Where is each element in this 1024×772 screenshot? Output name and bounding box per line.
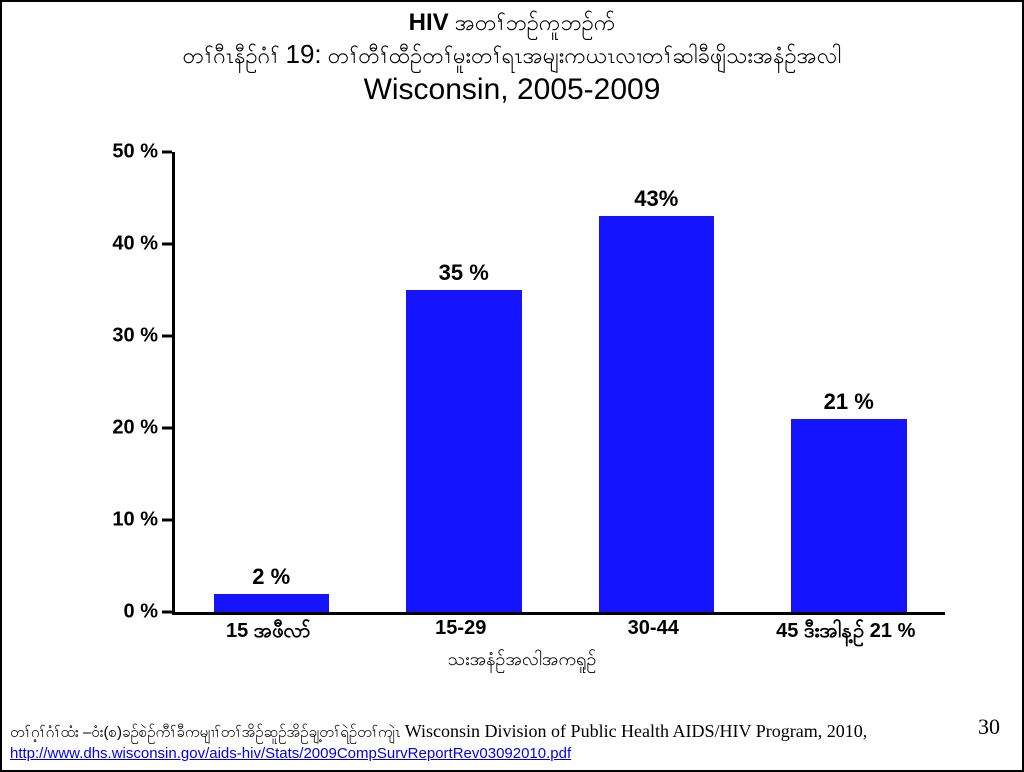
footer-source: Wisconsin Division of Public Health AIDS… xyxy=(405,721,867,741)
x-category-label: 30-44 xyxy=(557,617,750,640)
y-tick-label: 10 % xyxy=(82,509,172,532)
chart-area: 0 % 10 % 20 % 30 % 40 % 50 % 2 % 35 % 43% 21 % 1… xyxy=(82,142,962,652)
title-line-3: Wisconsin, 2005-2009 xyxy=(2,71,1022,109)
title-line2-prefix: တၢ်ဂီၤနီဉ်ဂံၢ် xyxy=(183,43,286,68)
title-line2-rest: တၢ်တီၢ်ထီဉ်တၢ်မူးတၢ်ရၤအမျးကယၤလၢတၢ်ဆါခီဖျ… xyxy=(322,43,842,68)
bar-value-label: 43% xyxy=(599,186,715,212)
plot-region: 2 % 35 % 43% 21 % xyxy=(172,152,945,615)
y-tick-label: 30 % xyxy=(82,325,172,348)
title-line-2: တၢ်ဂီၤနီဉ်ဂံၢ် 19: တၢ်တီၢ်ထီဉ်တၢ်မူးတၢ်ရ… xyxy=(2,38,1022,71)
bar: 43% xyxy=(599,216,715,612)
y-tick-mark xyxy=(162,611,172,614)
title-line1-rest: အတၢ်ဘဉ်ကူဘဉ်က် xyxy=(449,10,616,35)
y-tick-label: 50 % xyxy=(82,141,172,164)
bar-value-label: 35 % xyxy=(406,260,522,286)
bar-value-label: 21 % xyxy=(791,389,907,415)
y-tick-mark xyxy=(162,519,172,522)
y-tick-mark xyxy=(162,427,172,430)
chart-title-block: HIV အတၢ်ဘဉ်ကူဘဉ်က် တၢ်ဂီၤနီဉ်ဂံၢ် 19: တၢ… xyxy=(2,2,1022,108)
footer-prefix: တၢ်ဂ့ၢ်ဂံၢ်ထံး –ဝံး(စ)ခဉ်စဲဉ်ကီၢ်ခီကမျၢၢ… xyxy=(10,724,405,741)
bar: 21 % xyxy=(791,419,907,612)
bar: 35 % xyxy=(406,290,522,612)
footer-source-link[interactable]: http://www.dhs.wisconsin.gov/aids-hiv/St… xyxy=(10,745,571,762)
slide-frame: HIV အတၢ်ဘဉ်ကူဘဉ်က် တၢ်ဂီၤနီဉ်ဂံၢ် 19: တၢ… xyxy=(0,0,1024,772)
x-category-label: 15 အဖီလာ် xyxy=(172,617,365,647)
footer-block: တၢ်ဂ့ၢ်ဂံၢ်ထံး –ဝံး(စ)ခဉ်စဲဉ်ကီၢ်ခီကမျၢၢ… xyxy=(10,719,1014,764)
bar-value-label: 2 % xyxy=(214,564,330,590)
title-figure-number: 19: xyxy=(286,39,322,69)
y-tick-label: 20 % xyxy=(82,417,172,440)
x-category-label: 45 ဒီးအါန့ဉ် 21 % xyxy=(750,617,943,647)
y-tick-label: 40 % xyxy=(82,233,172,256)
title-hiv-bold: HIV xyxy=(409,9,449,36)
title-line-1: HIV အတၢ်ဘဉ်ကူဘဉ်က် xyxy=(2,8,1022,38)
bar: 2 % xyxy=(214,594,330,612)
x-axis-title: သးအနံဉ်အလါအကရူဉ် xyxy=(82,647,962,674)
y-tick-mark xyxy=(162,151,172,154)
y-tick-mark xyxy=(162,243,172,246)
y-tick-label: 0 % xyxy=(82,601,172,624)
y-tick-mark xyxy=(162,335,172,338)
x-category-label: 15-29 xyxy=(365,617,558,640)
